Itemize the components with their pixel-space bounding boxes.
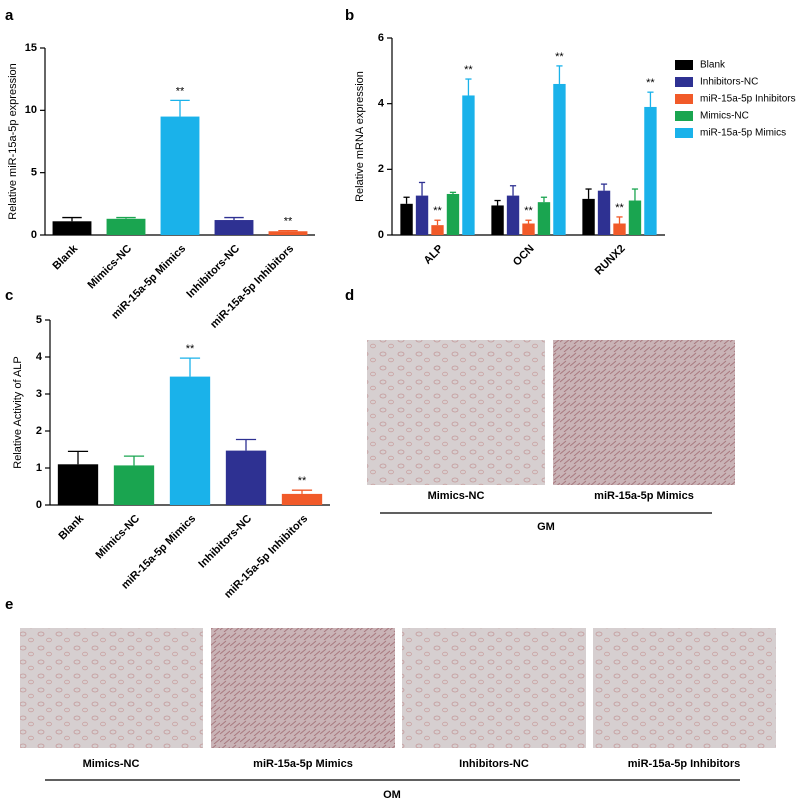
legend-label: miR-15a-5p Mimics: [700, 128, 786, 139]
bar: [506, 195, 520, 235]
bar: [522, 223, 535, 235]
micrograph: [402, 628, 586, 748]
micrograph: [553, 340, 735, 485]
bar: [268, 231, 308, 235]
bar: [462, 95, 475, 235]
image-label: miR-15a-5p Mimics: [253, 758, 353, 770]
bar: [644, 106, 657, 235]
legend-label: Mimics-NC: [700, 111, 749, 122]
image-label: Mimics-NC: [428, 490, 485, 502]
y-tick-label: 0: [31, 229, 37, 241]
panel-label: c: [5, 287, 13, 304]
legend-label: Blank: [700, 60, 726, 71]
y-tick-label: 5: [31, 167, 37, 179]
bar: [225, 450, 267, 505]
x-tick-label: RUNX2: [593, 243, 628, 278]
legend-swatch: [675, 111, 693, 121]
x-tick-label: ALP: [422, 243, 446, 267]
bar: [613, 223, 626, 235]
bar: [415, 195, 429, 235]
bar: [400, 203, 413, 235]
y-tick-label: 0: [378, 229, 384, 241]
legend-label: Inhibitors-NC: [700, 77, 758, 88]
image-panel: [20, 628, 776, 781]
y-tick-label: 4: [378, 98, 385, 110]
micrograph: [211, 628, 395, 748]
significance-label: **: [555, 51, 564, 63]
panel-label: a: [5, 7, 14, 24]
significance-label: **: [176, 85, 185, 97]
bar: [537, 202, 551, 235]
x-tick-label: Inhibitors-NC: [196, 513, 254, 571]
legend-swatch: [675, 128, 693, 138]
bar: [431, 225, 444, 235]
y-tick-label: 2: [36, 425, 42, 437]
image-label: miR-15a-5p Inhibitors: [628, 758, 740, 770]
micrograph: [593, 628, 776, 748]
y-tick-label: 3: [36, 388, 42, 400]
y-tick-label: 0: [36, 499, 42, 511]
panel-label: d: [345, 287, 354, 304]
y-tick-label: 1: [36, 462, 42, 474]
significance-label: **: [524, 205, 533, 217]
y-tick-label: 2: [378, 163, 384, 175]
y-tick-label: 6: [378, 32, 384, 44]
significance-label: **: [284, 216, 293, 228]
bar: [597, 190, 611, 235]
bar: [281, 493, 323, 505]
y-axis-label: Relative miR-15a-5p expression: [7, 63, 19, 220]
panel-label: b: [345, 7, 354, 24]
image-label: Inhibitors-NC: [459, 758, 529, 770]
significance-label: **: [615, 202, 624, 214]
y-axis-label: Relative Activity of ALP: [12, 356, 24, 469]
y-axis-label: Relative mRNA expression: [354, 71, 366, 202]
significance-label: **: [433, 205, 442, 217]
x-tick-label: Inhibitors-NC: [184, 243, 242, 301]
bar: [582, 198, 595, 235]
significance-label: **: [298, 475, 307, 487]
significance-label: **: [186, 343, 195, 355]
x-tick-label: Blank: [56, 512, 86, 542]
x-tick-label: OCN: [511, 243, 537, 269]
bar: [169, 376, 211, 505]
x-tick-label: Mimics-NC: [93, 513, 142, 562]
image-label: Mimics-NC: [83, 758, 140, 770]
legend-swatch: [675, 77, 693, 87]
group-label: GM: [537, 521, 555, 533]
x-tick-label: Mimics-NC: [85, 243, 134, 292]
legend-label: miR-15a-5p Inhibitors: [700, 94, 796, 105]
bar: [106, 218, 146, 235]
group-label: OM: [383, 789, 401, 801]
bar: [57, 464, 99, 505]
image-label: miR-15a-5p Mimics: [594, 490, 694, 502]
image-panel: [367, 340, 735, 514]
bar: [160, 116, 200, 235]
panel-label: e: [5, 596, 13, 613]
bar: [113, 465, 155, 505]
micrograph: [367, 340, 545, 485]
bar: [214, 220, 254, 235]
y-tick-label: 5: [36, 314, 42, 326]
micrograph: [20, 628, 203, 748]
bar: [52, 221, 92, 235]
bar: [628, 200, 642, 235]
x-tick-label: Blank: [50, 242, 80, 272]
y-tick-label: 10: [25, 104, 37, 116]
y-tick-label: 15: [25, 42, 37, 54]
y-tick-label: 4: [36, 351, 43, 363]
legend-swatch: [675, 60, 693, 70]
significance-label: **: [646, 77, 655, 89]
legend-swatch: [675, 94, 693, 104]
significance-label: **: [464, 64, 473, 76]
bar: [491, 205, 504, 235]
bar: [553, 83, 566, 235]
bar: [446, 193, 460, 235]
